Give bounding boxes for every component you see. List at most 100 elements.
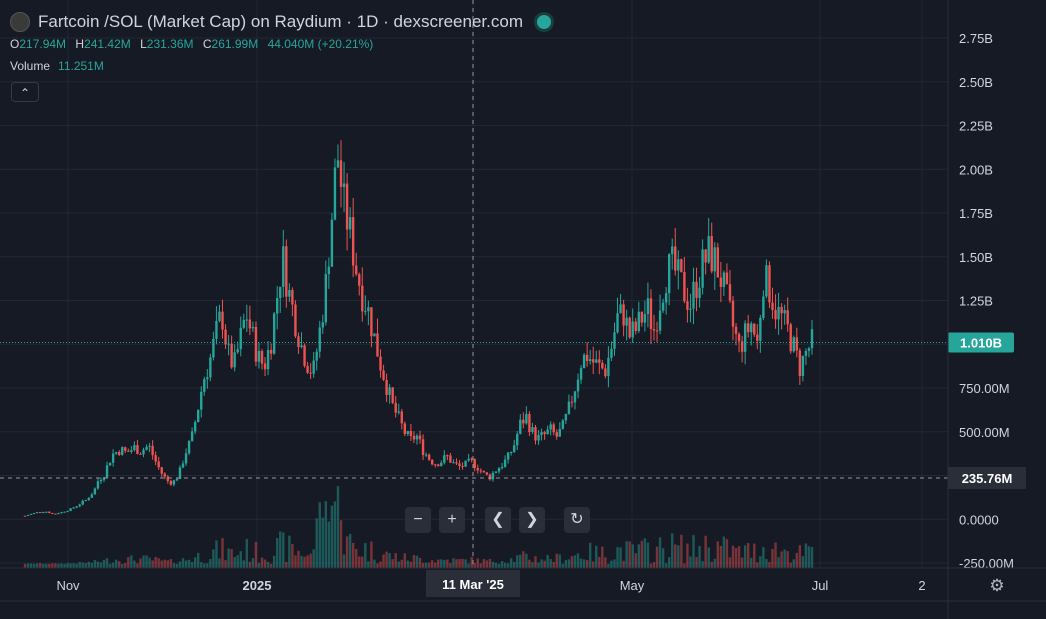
zoom-in-button[interactable]: + <box>439 507 465 533</box>
candle-body <box>355 265 358 275</box>
volume-bar <box>172 563 176 568</box>
candle-body <box>473 459 476 469</box>
candle-body <box>300 345 303 348</box>
volume-bar <box>689 556 692 568</box>
volume-bar <box>637 544 640 568</box>
settings-gear-icon[interactable]: ⚙ <box>989 576 1005 595</box>
volume-bar <box>376 563 379 568</box>
candle-body <box>756 334 759 341</box>
candle-body <box>783 310 786 314</box>
volume-bar <box>361 556 364 568</box>
volume-bar <box>595 545 598 568</box>
candle-body <box>394 402 397 413</box>
token-logo <box>10 12 30 32</box>
zoom-out-button[interactable]: − <box>405 507 431 533</box>
close-label: C <box>202 37 212 51</box>
volume-bar <box>570 556 574 568</box>
candle-body <box>743 323 747 352</box>
candle-body <box>172 480 176 485</box>
volume-bar <box>692 535 695 568</box>
volume-bar <box>528 559 531 568</box>
scroll-right-button[interactable]: ❯ <box>519 507 545 533</box>
volume-bar <box>412 555 416 568</box>
volume-bar <box>756 562 759 568</box>
collapse-legend-button[interactable]: ⌃ <box>11 82 39 102</box>
candle-body <box>719 277 723 287</box>
volume-bar <box>260 557 264 568</box>
candle-body <box>716 247 720 278</box>
volume-bar <box>449 563 452 568</box>
volume-bar <box>303 556 306 568</box>
volume-bar <box>415 555 419 568</box>
volume-bar <box>655 546 659 568</box>
candle-body <box>710 236 713 272</box>
scroll-left-button[interactable]: ❮ <box>485 507 511 533</box>
volume-bar <box>330 505 334 568</box>
candle-body <box>57 513 60 515</box>
volume-bar <box>485 560 489 568</box>
candle-body <box>373 333 376 337</box>
candle-body <box>637 311 640 332</box>
volume-bar <box>224 560 227 568</box>
candle-body <box>671 246 674 255</box>
volume-bar <box>634 553 637 568</box>
volume-bar <box>93 559 97 568</box>
candle-body <box>345 183 349 230</box>
volume-bar <box>522 551 525 568</box>
volume-bar <box>479 563 482 568</box>
volume-bar <box>324 501 328 568</box>
volume-bar <box>443 559 446 568</box>
candle-body <box>434 464 437 466</box>
reset-controls: ↻ <box>564 507 590 533</box>
volume-bar <box>725 539 729 568</box>
candle-body <box>674 246 677 271</box>
volume-bar <box>178 561 182 568</box>
candle-body <box>209 357 212 378</box>
candle-body <box>786 310 789 325</box>
volume-bar <box>467 563 470 568</box>
volume-bar <box>254 541 258 568</box>
candle-body <box>133 445 136 451</box>
y-tick-label: 1.75B <box>959 206 993 221</box>
volume-bar <box>774 542 777 568</box>
candle-body <box>807 348 811 351</box>
y-tick-label: 2.25B <box>959 119 993 134</box>
volume-bar <box>731 545 735 568</box>
volume-bar <box>780 551 783 568</box>
volume-bar <box>671 533 674 568</box>
volume-bar <box>318 502 321 568</box>
candle-body <box>522 419 525 424</box>
volume-bar <box>807 546 811 568</box>
candle-body <box>640 311 644 323</box>
chart-title: Fartcoin /SOL (Market Cap) on Raydium · … <box>38 12 523 31</box>
volume-bar <box>42 563 45 568</box>
crosshair-date-tag <box>426 570 520 597</box>
candle-body <box>376 333 379 357</box>
volume-bar <box>54 563 57 568</box>
volume-bar <box>424 562 428 568</box>
candle-body <box>494 471 498 473</box>
candle-body <box>519 419 522 434</box>
volume-bar <box>96 561 100 568</box>
candle-body <box>750 323 753 333</box>
volume-bar <box>257 562 261 568</box>
volume-bar <box>184 560 188 568</box>
candle-body <box>42 512 45 514</box>
candle-body <box>87 497 91 500</box>
volume-bar <box>221 538 224 568</box>
candle-body <box>230 343 233 368</box>
volume-bar <box>582 559 586 568</box>
candle-body <box>418 435 422 440</box>
reset-chart-button[interactable]: ↻ <box>564 507 590 533</box>
volume-bar <box>607 563 610 568</box>
volume-bar <box>276 537 279 568</box>
volume-bar <box>133 560 136 568</box>
volume-bar <box>792 559 795 568</box>
volume-bar <box>300 555 303 568</box>
volume-bar <box>686 543 689 568</box>
candle-body <box>51 513 54 515</box>
candle-body <box>801 355 805 376</box>
volume-bar <box>227 548 230 568</box>
